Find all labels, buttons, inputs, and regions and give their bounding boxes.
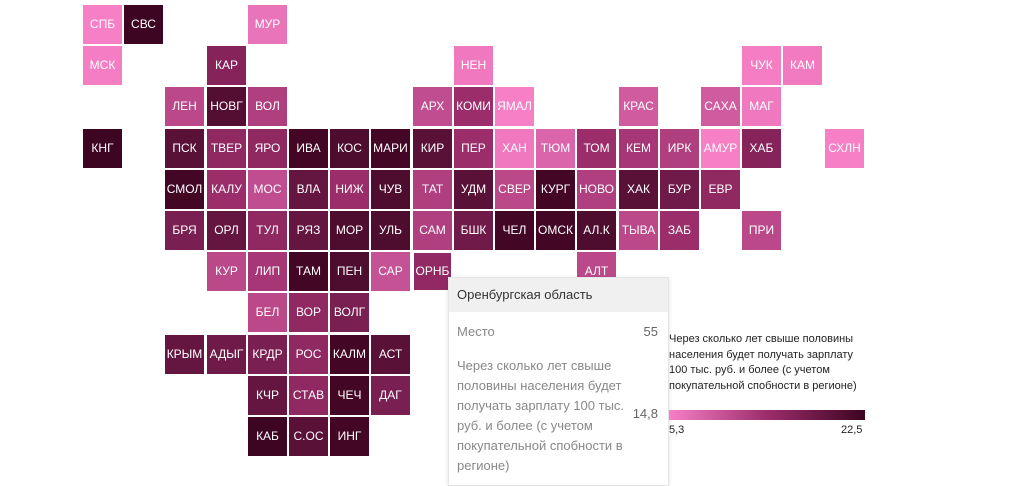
- region-tile[interactable]: САМ: [413, 211, 452, 250]
- legend-min-label: 5,3: [669, 424, 685, 436]
- region-tile[interactable]: КУР: [207, 252, 246, 291]
- region-tile[interactable]: АДЫГ: [207, 335, 246, 374]
- region-tile[interactable]: РОС: [289, 335, 328, 374]
- region-tile[interactable]: НОВО: [577, 170, 616, 209]
- region-tile[interactable]: МСК: [83, 46, 122, 85]
- region-tile[interactable]: ОРЛ: [207, 211, 246, 250]
- region-tile[interactable]: УЛЬ: [371, 211, 410, 250]
- region-tile[interactable]: БРЯ: [165, 211, 204, 250]
- region-tile[interactable]: ТАТ: [413, 170, 452, 209]
- region-tile[interactable]: ЯРО: [248, 129, 287, 168]
- region-tile[interactable]: ПСК: [165, 129, 204, 168]
- region-tile[interactable]: БЕЛ: [248, 293, 287, 332]
- region-tile[interactable]: ЗАБ: [660, 211, 699, 250]
- tooltip-place-label: Место: [457, 324, 495, 339]
- region-tile[interactable]: ЛЕН: [165, 87, 204, 126]
- region-tile[interactable]: МОС: [248, 170, 287, 209]
- region-tile[interactable]: ЛИП: [248, 252, 287, 291]
- region-tile[interactable]: С.ОС: [289, 417, 328, 456]
- region-tile[interactable]: ИВА: [289, 129, 328, 168]
- region-tile[interactable]: ОРНБ: [413, 252, 452, 291]
- region-tile[interactable]: ЯМАЛ: [495, 87, 534, 126]
- tooltip-metric-label: Через сколько лет свыше половины населен…: [457, 358, 625, 473]
- region-tile[interactable]: ХАБ: [742, 129, 781, 168]
- region-tile[interactable]: СВЕР: [495, 170, 534, 209]
- region-tile[interactable]: ИРК: [660, 129, 699, 168]
- region-tile[interactable]: САХА: [701, 87, 740, 126]
- region-tile[interactable]: СХЛН: [825, 129, 864, 168]
- region-tile[interactable]: ТУЛ: [248, 211, 287, 250]
- tooltip-region-name: Оренбургская область: [449, 278, 668, 312]
- region-tile[interactable]: КУРГ: [536, 170, 575, 209]
- legend-title: Через сколько лет свыше половины населен…: [669, 333, 857, 392]
- region-tile[interactable]: ЧЕЛ: [495, 211, 534, 250]
- region-tile[interactable]: ТАМ: [289, 252, 328, 291]
- region-tile[interactable]: ХАН: [495, 129, 534, 168]
- region-tile[interactable]: ИНГ: [330, 417, 369, 456]
- color-legend: Через сколько лет свыше половины населен…: [669, 332, 869, 436]
- region-tile[interactable]: КЕМ: [619, 129, 658, 168]
- region-tile[interactable]: ПЕР: [454, 129, 493, 168]
- tooltip-place-value: 55: [643, 324, 658, 339]
- region-tile[interactable]: НИЖ: [330, 170, 369, 209]
- region-tile[interactable]: МАРИ: [371, 129, 410, 168]
- region-tile[interactable]: МУР: [248, 5, 287, 44]
- region-tile[interactable]: СМОЛ: [165, 170, 204, 209]
- region-tile[interactable]: КРДР: [248, 335, 287, 374]
- region-tile[interactable]: ЕВР: [701, 170, 740, 209]
- region-tile[interactable]: КОС: [330, 129, 369, 168]
- region-tile[interactable]: ЧУВ: [371, 170, 410, 209]
- region-tile[interactable]: КАБ: [248, 417, 287, 456]
- region-tile[interactable]: КАЛУ: [207, 170, 246, 209]
- region-tile[interactable]: СВС: [124, 5, 163, 44]
- legend-gradient-bar: [669, 410, 865, 420]
- region-tile[interactable]: ВОЛ: [248, 87, 287, 126]
- region-tile[interactable]: ВОР: [289, 293, 328, 332]
- region-tile[interactable]: КЧР: [248, 376, 287, 415]
- region-tile[interactable]: ЧЕЧ: [330, 376, 369, 415]
- region-tile[interactable]: ДАГ: [371, 376, 410, 415]
- region-tile[interactable]: МАГ: [742, 87, 781, 126]
- region-tile[interactable]: БУР: [660, 170, 699, 209]
- region-tile[interactable]: КАМ: [783, 46, 822, 85]
- region-tile[interactable]: ПЕН: [330, 252, 369, 291]
- region-tile[interactable]: ТЫВА: [619, 211, 658, 250]
- region-tile[interactable]: РЯЗ: [289, 211, 328, 250]
- region-tile[interactable]: СПБ: [83, 5, 122, 44]
- tooltip-metric-row: Через сколько лет свыше половины населен…: [457, 356, 658, 476]
- region-tile[interactable]: САР: [371, 252, 410, 291]
- tooltip-metric-value: 14,8: [632, 406, 658, 421]
- legend-max-label: 22,5: [841, 424, 863, 436]
- region-tile[interactable]: КИР: [413, 129, 452, 168]
- region-tile[interactable]: ВЛА: [289, 170, 328, 209]
- region-tile[interactable]: МОР: [330, 211, 369, 250]
- region-tile[interactable]: ТОМ: [577, 129, 616, 168]
- region-tile[interactable]: ХАК: [619, 170, 658, 209]
- region-tile[interactable]: НЕН: [454, 46, 493, 85]
- region-tile[interactable]: ТЮМ: [536, 129, 575, 168]
- region-tile[interactable]: УДМ: [454, 170, 493, 209]
- region-tile[interactable]: БШК: [454, 211, 493, 250]
- region-tile[interactable]: АРХ: [413, 87, 452, 126]
- region-tile[interactable]: КАЛМ: [330, 335, 369, 374]
- region-tile[interactable]: ПРИ: [742, 211, 781, 250]
- region-tile[interactable]: КРЫМ: [165, 335, 204, 374]
- region-tile[interactable]: АЛ.К: [577, 211, 616, 250]
- region-tile[interactable]: КАР: [207, 46, 246, 85]
- region-tile[interactable]: КОМИ: [454, 87, 493, 126]
- region-tooltip: Оренбургская область Место 55 Через скол…: [448, 277, 669, 486]
- region-tile[interactable]: ЧУК: [742, 46, 781, 85]
- region-tile[interactable]: СТАВ: [289, 376, 328, 415]
- region-tile[interactable]: ОМСК: [536, 211, 575, 250]
- region-tile[interactable]: ВОЛГ: [330, 293, 369, 332]
- region-tile[interactable]: АСТ: [371, 335, 410, 374]
- region-tile[interactable]: АМУР: [701, 129, 740, 168]
- region-tile[interactable]: КНГ: [83, 129, 122, 168]
- region-tile[interactable]: КРАС: [619, 87, 658, 126]
- region-tile[interactable]: НОВГ: [207, 87, 246, 126]
- tooltip-place-row: Место 55: [457, 322, 658, 342]
- region-tile[interactable]: ТВЕР: [207, 129, 246, 168]
